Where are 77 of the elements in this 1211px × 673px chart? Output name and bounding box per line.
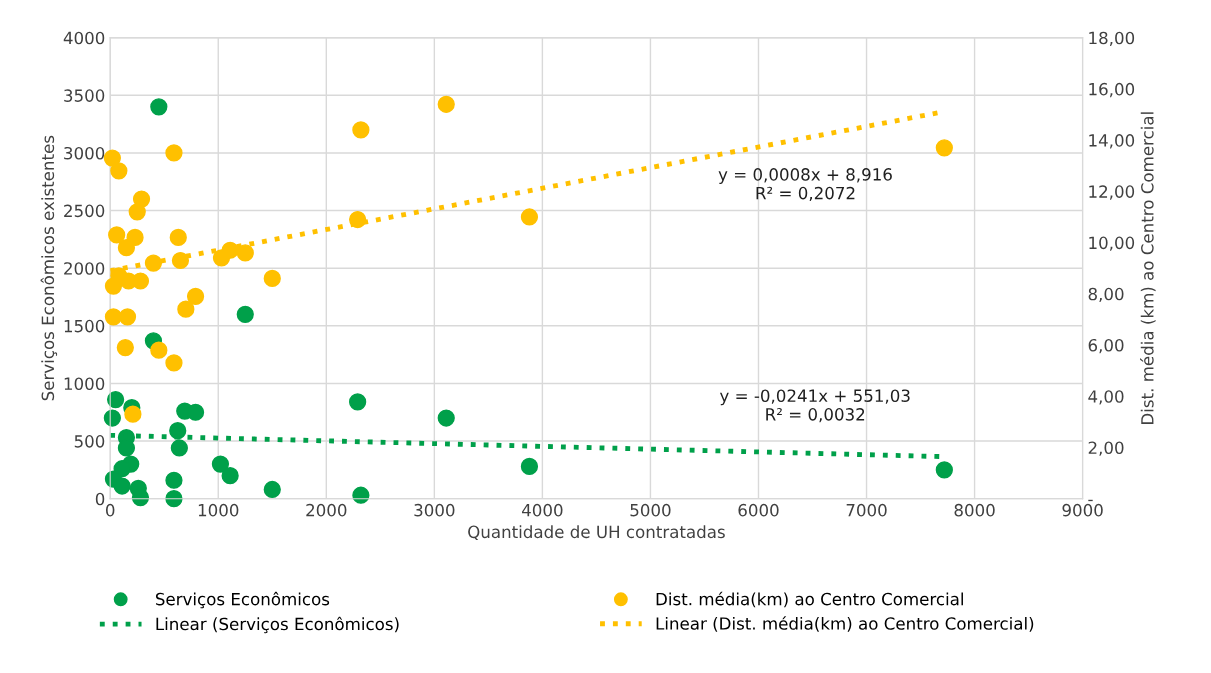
x-axis-title: Quantidade de UH contratadas — [468, 525, 725, 541]
point — [349, 393, 367, 411]
x-tick-label: 2000 — [306, 503, 347, 517]
point — [186, 287, 205, 305]
y2-axis-title: Dist. média (km) ao Centro Comercial — [1140, 112, 1156, 424]
point — [150, 341, 168, 359]
legend-label: Serviços Econômicos — [155, 591, 330, 609]
point — [104, 277, 123, 295]
point — [150, 98, 168, 116]
point — [116, 338, 134, 357]
point — [165, 144, 183, 162]
y-tick-label: 3000 — [64, 146, 105, 160]
point — [236, 305, 254, 323]
point — [124, 405, 142, 423]
x-tick-label: 9000 — [1062, 503, 1103, 517]
x-tick-label: 0 — [106, 503, 115, 517]
x-tick-label: 6000 — [738, 503, 779, 517]
x-tick-label: 1000 — [198, 503, 239, 517]
point — [110, 162, 128, 180]
point — [236, 244, 254, 262]
point — [437, 95, 455, 113]
point — [165, 490, 183, 508]
point — [118, 308, 137, 326]
y2-tick-label: 12,00 — [1089, 185, 1135, 200]
point — [103, 149, 121, 167]
point — [108, 226, 126, 244]
x-tick-label: 8000 — [954, 503, 995, 517]
y2-tick-label: 4,00 — [1088, 390, 1124, 405]
point — [520, 457, 539, 476]
point — [177, 300, 195, 318]
point — [263, 269, 281, 288]
point — [437, 409, 455, 427]
y-tick-label: 3500 — [64, 89, 105, 102]
point — [113, 477, 131, 495]
y-tick-label: 1500 — [64, 319, 105, 333]
legend-label: Linear (Serviços Econômicos) — [156, 616, 399, 634]
point — [352, 121, 370, 139]
y2-tick-label: 18,00 — [1089, 31, 1135, 46]
point — [165, 471, 183, 489]
y2-tick-label: - — [1088, 499, 1093, 502]
x-tick-label: 5000 — [630, 503, 671, 517]
legend-label: Dist. média(km) ao Centro Comercial — [656, 591, 963, 608]
x-tick-label: 3000 — [414, 503, 455, 517]
annotation: y = -0,0241x + 551,03 R² = 0,0032 — [719, 389, 910, 423]
y2-tick-label: 16,00 — [1089, 82, 1135, 98]
point — [165, 354, 183, 372]
y-tick-label: 500 — [74, 435, 105, 448]
y-tick-label: 2500 — [64, 204, 105, 218]
y2-tick-label: 10,00 — [1089, 236, 1135, 251]
x-tick-label: 4000 — [522, 503, 563, 517]
y2-tick-label: 8,00 — [1088, 287, 1124, 303]
point — [104, 308, 123, 326]
point — [169, 228, 187, 247]
point — [128, 203, 146, 221]
point — [170, 439, 188, 457]
y-axis-title: Serviços Econômicos existentes — [40, 135, 58, 401]
y-tick-label: 4000 — [63, 31, 105, 45]
point — [106, 390, 125, 409]
point — [211, 455, 230, 473]
point — [169, 422, 187, 440]
x-tick-label: 7000 — [846, 503, 887, 517]
y2-tick-label: 6,00 — [1088, 338, 1124, 354]
point — [520, 208, 539, 226]
y-tick-label: 1000 — [64, 377, 105, 391]
legend-label: Linear (Dist. média(km) ao Centro Comercial) — [656, 616, 1034, 632]
y2-tick-label: 14,00 — [1089, 134, 1135, 149]
point — [117, 239, 136, 257]
y2-tick-label: 2,00 — [1088, 441, 1124, 456]
point — [935, 139, 953, 157]
y-tick-label: 2000 — [64, 262, 105, 275]
annotation: y = 0,0008x + 8,916 R² = 0,2072 — [718, 168, 892, 202]
point — [221, 467, 239, 485]
point — [263, 480, 281, 499]
y-tick-label: 0 — [95, 492, 105, 506]
point — [352, 486, 370, 504]
point — [935, 461, 953, 479]
point — [103, 409, 121, 427]
